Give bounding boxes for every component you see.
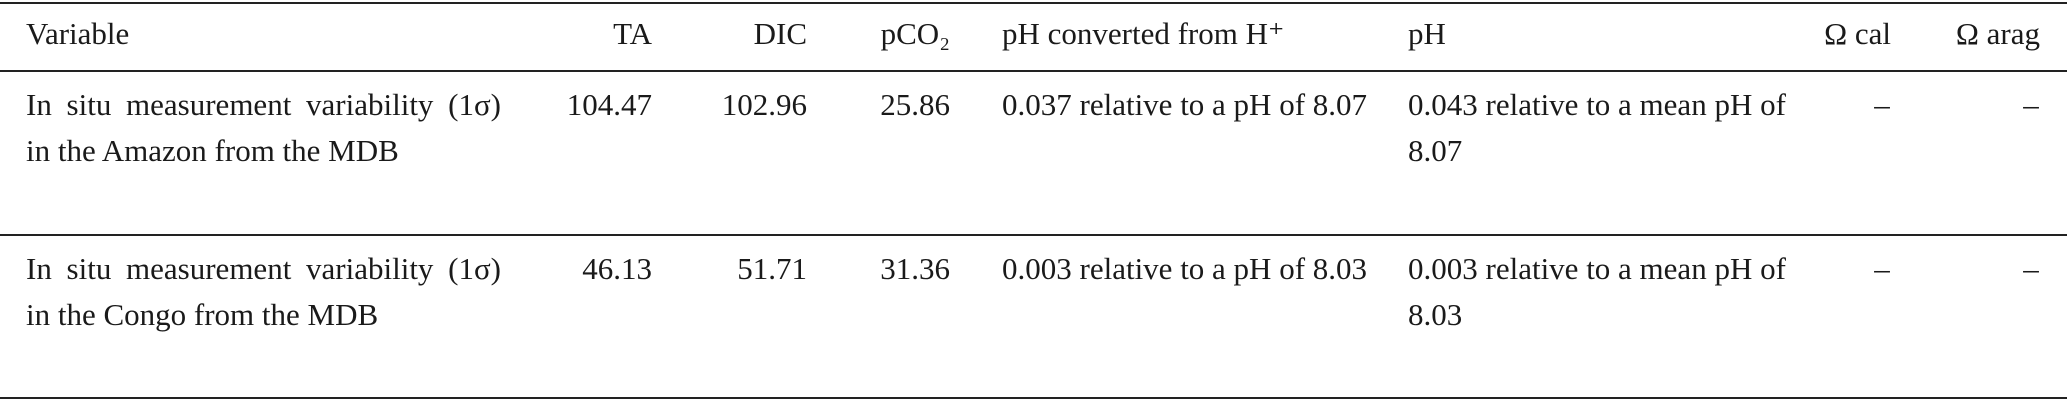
header-cell: pCO₂: [880, 16, 950, 51]
body-cell: In situ measurement variability (1σ) in …: [26, 87, 501, 168]
header-cell: Variable: [26, 16, 130, 51]
body-cell: 0.043 relative to a mean pH of 8.07: [1408, 87, 1786, 168]
header-cell: Ω arag: [1955, 16, 2040, 51]
body-cell: 102.96: [721, 87, 807, 122]
body-cell: 46.13: [582, 251, 652, 286]
header-cell: DIC: [753, 16, 807, 51]
body-cell: 25.86: [880, 87, 950, 122]
top-rule: [0, 2, 2067, 4]
header-rule: [0, 70, 2067, 72]
header-cell: pH: [1408, 16, 1446, 51]
body-cell: 0.003 relative to a mean pH of 8.03: [1408, 251, 1786, 332]
body-cell: 104.47: [566, 87, 652, 122]
body-cell: –: [2023, 251, 2039, 286]
body-cell: 0.003 relative to a pH of 8.03: [1002, 251, 1368, 286]
body-cell: 0.037 relative to a pH of 8.07: [1002, 87, 1368, 122]
header-cell: TA: [613, 16, 652, 51]
body-cell: 31.36: [880, 251, 950, 286]
bottom-rule: [0, 397, 2067, 399]
row-rule: [0, 234, 2067, 236]
header-cell: pH converted from H⁺: [1002, 16, 1285, 51]
body-cell: 51.71: [737, 251, 807, 286]
body-cell: –: [1874, 87, 1890, 122]
header-cell: Ω cal: [1824, 16, 1891, 51]
body-cell: –: [1874, 251, 1890, 286]
body-cell: –: [2023, 87, 2039, 122]
body-cell: In situ measurement variability (1σ) in …: [26, 251, 501, 332]
